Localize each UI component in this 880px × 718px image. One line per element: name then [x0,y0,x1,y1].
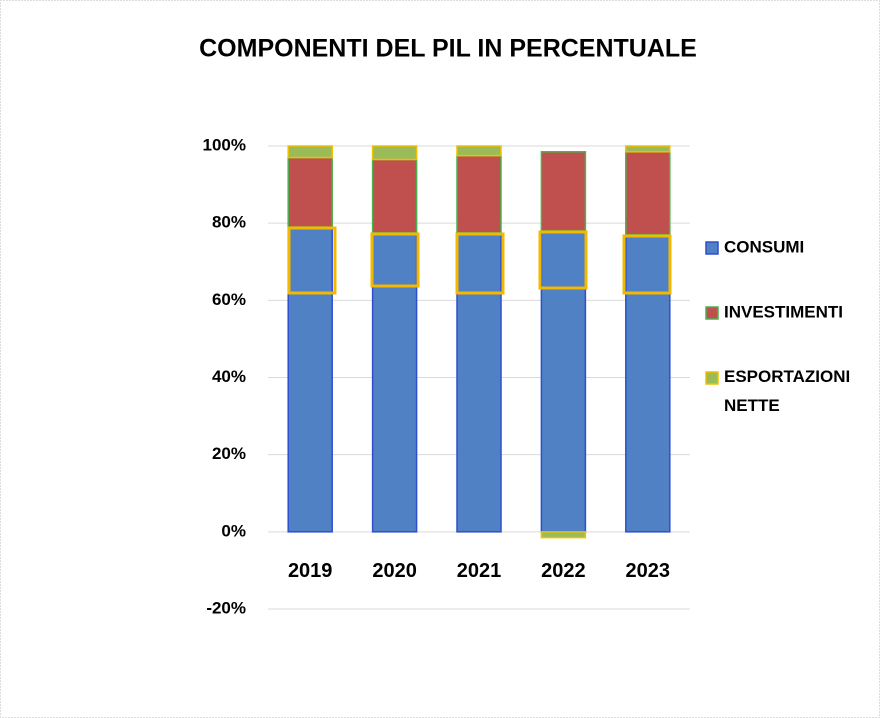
highlight-box [455,232,505,295]
chart-title: COMPONENTI DEL PIL IN PERCENTUALE [199,35,697,63]
legend-label-line: NETTE [724,396,780,415]
legend-label-line: ESPORTAZIONI [724,367,850,386]
bar-segment [287,156,333,228]
highlight-box [622,234,672,295]
legend-swatch [705,306,719,320]
y-tick-label: 0% [221,521,246,540]
highlight-box [370,232,420,288]
bar-segment [287,145,333,159]
highlight-box [287,226,337,295]
x-tick-label: 2021 [457,560,502,582]
x-tick-label: 2023 [626,560,671,582]
x-tick-label: 2019 [288,560,333,582]
y-tick-label: 20% [212,444,246,463]
y-tick-label: -20% [206,598,246,617]
legend-label: ESPORTAZIONI NETTE [724,367,850,415]
legend-label: CONSUMI [724,237,804,256]
bar-segment [625,145,671,153]
legend-swatch [705,241,719,255]
bar-segment [540,230,587,533]
legend-label: INVESTIMENTI [724,302,843,321]
y-tick-label: 60% [212,290,246,309]
highlight-box [538,230,588,290]
bar-segment [371,158,418,234]
y-tick-label: 100% [203,135,246,154]
bar-segment [456,145,502,157]
bar-segment [625,151,671,236]
bar-segment [540,531,587,539]
x-tick-label: 2020 [372,560,417,582]
bar-segment [625,233,671,533]
bar-segment [287,226,333,533]
legend-swatch [705,371,719,385]
bar-segment [456,232,502,533]
x-tick-label: 2022 [541,560,586,582]
bar-segment [540,151,587,232]
bar-segment [371,232,418,533]
bar-segment [456,154,502,234]
y-tick-label: 80% [212,213,246,232]
y-tick-label: 40% [212,367,246,386]
bar-segment [371,145,418,161]
